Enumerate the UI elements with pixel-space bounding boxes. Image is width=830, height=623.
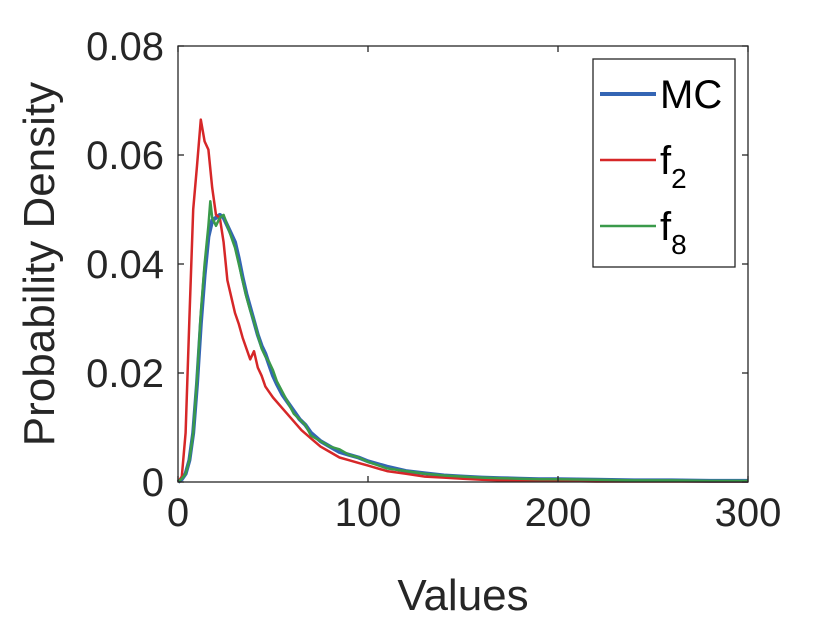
x-tick-label: 100 bbox=[335, 491, 402, 535]
legend-label-f8: f8 bbox=[660, 205, 687, 260]
series-line-f8 bbox=[177, 200, 748, 483]
legend-label-mc: MC bbox=[660, 73, 722, 117]
y-tick-label: 0.08 bbox=[86, 25, 164, 69]
y-tick-label: 0.04 bbox=[86, 243, 164, 287]
y-tick-label: 0 bbox=[142, 461, 164, 505]
series-layer bbox=[176, 118, 748, 484]
x-tick-label: 0 bbox=[167, 491, 189, 535]
x-tick-label: 200 bbox=[525, 491, 592, 535]
legend-label-f2: f2 bbox=[660, 139, 687, 194]
series-line-f2 bbox=[176, 118, 748, 483]
x-tick-label: 300 bbox=[715, 491, 782, 535]
y-tick-label: 0.02 bbox=[86, 352, 164, 396]
y-tick-label: 0.06 bbox=[86, 134, 164, 178]
legend: MC f2 f8 bbox=[592, 58, 736, 268]
y-axis-label: Probability Density bbox=[15, 82, 64, 446]
x-axis-label: Values bbox=[397, 571, 528, 620]
axes-box bbox=[177, 45, 749, 483]
ticks-layer: 0 100 200 300 0 0.02 0.04 0.06 0.08 bbox=[86, 25, 781, 535]
